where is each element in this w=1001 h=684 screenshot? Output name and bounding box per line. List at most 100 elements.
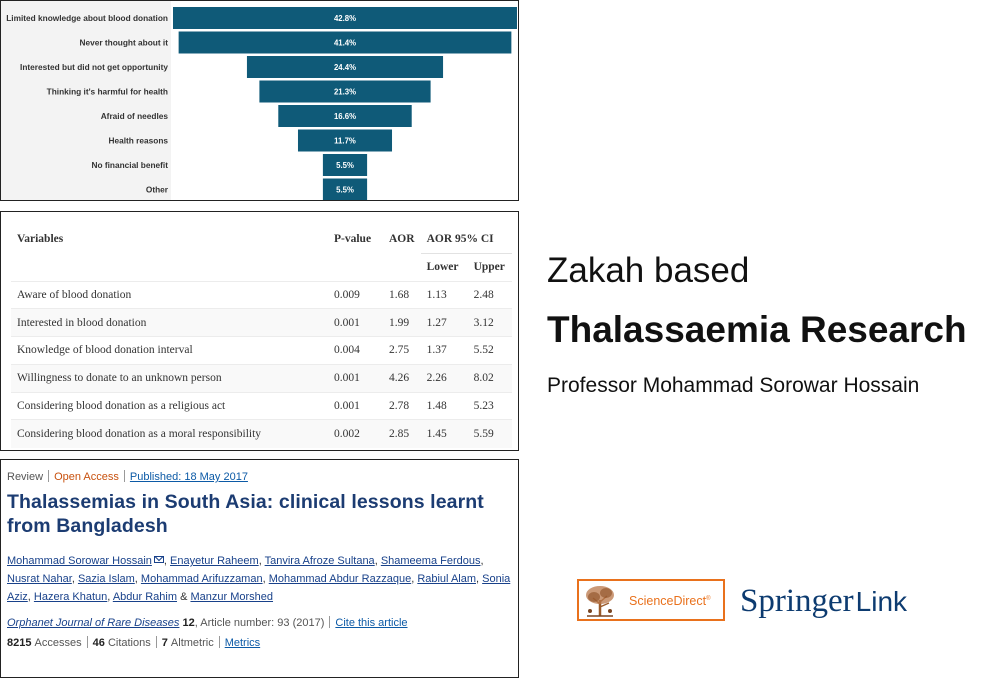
- table-row: Willingness to donate to an unknown pers…: [11, 363, 512, 393]
- funnel-category-label: Never thought about it: [80, 38, 169, 48]
- table-row: Interested in blood donation 0.001 1.99 …: [11, 308, 512, 337]
- header-aor: AOR: [389, 233, 415, 245]
- author-link[interactable]: Sonia Aziz: [7, 573, 511, 603]
- metrics-line: 8215 Accesses 46 Citations 7 Altmetric Metr…: [7, 636, 512, 650]
- elsevier-tree-icon: [582, 584, 618, 618]
- cite-article-link[interactable]: Cite this article: [335, 617, 408, 629]
- slide-subtitle: Zakah based: [547, 251, 750, 290]
- cell-upper: 2.48: [467, 280, 512, 309]
- sciencedirect-logo: ScienceDirect®: [577, 579, 725, 621]
- cell-variable: Considering blood donation as a religiou…: [11, 391, 328, 420]
- header-spacer: [11, 253, 328, 281]
- published-date-link[interactable]: Published: 18 May 2017: [129, 471, 248, 483]
- author-link[interactable]: Enayetur Raheem: [170, 555, 259, 567]
- cell-aor: 1.68: [383, 280, 421, 309]
- author-link[interactable]: Hazera Khatun: [33, 591, 108, 603]
- separator: [123, 470, 125, 482]
- springerlink-logo: SpringerLink: [740, 583, 907, 623]
- funnel-value-label: 16.6%: [334, 112, 356, 121]
- funnel-category-label: Limited knowledge about blood donation: [6, 13, 168, 23]
- journal-link[interactable]: Orphanet Journal of Rare Diseases: [7, 617, 180, 629]
- cell-aor: 2.75: [383, 336, 421, 365]
- cell-upper: 3.12: [467, 308, 512, 337]
- separator: [86, 636, 88, 648]
- table-row: Knowledge of blood donation interval 0.0…: [11, 336, 512, 365]
- article-title[interactable]: Thalassemias in South Asia: clinical les…: [7, 491, 484, 537]
- citations-label: Citations: [107, 637, 151, 649]
- metrics-link[interactable]: Metrics: [224, 637, 261, 649]
- header-upper: Upper: [467, 252, 512, 281]
- table-row: Considering blood donation as a moral re…: [11, 419, 512, 448]
- citations-count: 46: [92, 637, 105, 649]
- cell-pvalue: 0.001: [328, 363, 383, 393]
- article-meta: Review Open Access Published: 18 May 2017: [7, 470, 512, 484]
- funnel-bar: [322, 178, 368, 200]
- funnel-bar: [297, 129, 393, 152]
- funnel-category-label: No financial benefit: [91, 160, 168, 170]
- author-link[interactable]: Tanvira Afroze Sultana: [264, 555, 375, 567]
- cell-upper: 5.52: [467, 336, 512, 365]
- cell-pvalue: 0.009: [328, 280, 383, 309]
- funnel-bar: [246, 56, 444, 78]
- funnel-value-label: 5.5%: [336, 186, 354, 195]
- altmetric-count: 7: [161, 637, 168, 649]
- author-link[interactable]: Nusrat Nahar: [7, 573, 72, 585]
- author-link[interactable]: Shameema Ferdous: [380, 555, 481, 567]
- presenter-name: Professor Mohammad Sorowar Hossain: [547, 374, 920, 397]
- cell-lower: 1.45: [420, 419, 468, 448]
- author-link[interactable]: Abdur Rahim: [112, 591, 178, 603]
- funnel-chart-panel: 42.8% Limited knowledge about blood donat…: [0, 0, 519, 201]
- article-type: Review: [7, 471, 44, 483]
- header-spacer: [383, 253, 421, 281]
- article-panel: Review Open Access Published: 18 May 2017 …: [0, 459, 519, 678]
- table-row: Aware of blood donation 0.009 1.68 1.13 …: [11, 280, 512, 309]
- funnel-chart: 42.8% Limited knowledge about blood donat…: [1, 1, 517, 200]
- funnel-value-label: 11.7%: [334, 137, 356, 146]
- cell-pvalue: 0.001: [328, 308, 383, 337]
- aor-table-panel: Variables P-value AOR AOR 95% CI Lower U…: [0, 211, 519, 451]
- author-link[interactable]: Mohammad Arifuzzaman: [140, 573, 263, 585]
- cell-variable: Willingness to donate to an unknown pers…: [11, 363, 328, 393]
- author-link[interactable]: Sazia Islam: [77, 573, 135, 585]
- cell-pvalue: 0.002: [328, 419, 383, 448]
- cell-lower: 1.37: [420, 336, 468, 365]
- author-link[interactable]: Mohammad Abdur Razzaque: [268, 573, 412, 585]
- cell-variable: Considering blood donation as a moral re…: [11, 419, 328, 448]
- altmetric-label: Altmetric: [170, 637, 214, 649]
- funnel-value-label: 41.4%: [334, 39, 356, 48]
- cell-variable: Knowledge of blood donation interval: [11, 336, 328, 365]
- cell-lower: 1.27: [420, 308, 468, 337]
- cell-lower: 2.26: [420, 363, 468, 393]
- accesses-count: 8215: [7, 637, 32, 649]
- journal-volume: 12: [182, 617, 195, 629]
- cell-aor: 4.26: [383, 363, 421, 393]
- cell-lower: 1.48: [420, 391, 468, 420]
- author-link[interactable]: Rabiul Alam: [417, 573, 477, 585]
- funnel-value-label: 5.5%: [336, 161, 354, 170]
- cell-upper: 8.02: [467, 363, 512, 393]
- author-link[interactable]: Manzur Morshed: [190, 591, 274, 603]
- funnel-category-label: Thinking it's harmful for health: [47, 87, 168, 97]
- funnel-value-label: 21.3%: [334, 88, 356, 97]
- table-row: Considering blood donation as a religiou…: [11, 391, 512, 420]
- slide-title: Thalassaemia Research: [547, 309, 967, 350]
- mail-icon[interactable]: [153, 556, 164, 563]
- author-link[interactable]: Mohammad Sorowar Hossain: [7, 555, 152, 567]
- open-access-label: Open Access: [54, 471, 119, 483]
- funnel-category-label: Other: [146, 185, 169, 195]
- funnel-category-label: Health reasons: [109, 136, 169, 146]
- header-lower: Lower: [420, 252, 468, 281]
- cell-aor: 2.85: [383, 419, 421, 448]
- cell-variable: Aware of blood donation: [11, 280, 328, 309]
- funnel-bar: [178, 31, 512, 54]
- cell-lower: 1.13: [420, 280, 468, 309]
- link-wordmark: Link: [855, 586, 908, 617]
- cell-pvalue: 0.001: [328, 391, 383, 420]
- funnel-bar: [278, 105, 412, 127]
- springer-wordmark: Springer: [740, 583, 854, 619]
- registered-mark: ®: [706, 595, 711, 602]
- cell-variable: Interested in blood donation: [11, 308, 328, 337]
- header-ci: AOR 95% CI: [426, 232, 494, 245]
- accesses-label: Accesses: [34, 637, 82, 649]
- funnel-value-label: 42.8%: [334, 14, 356, 23]
